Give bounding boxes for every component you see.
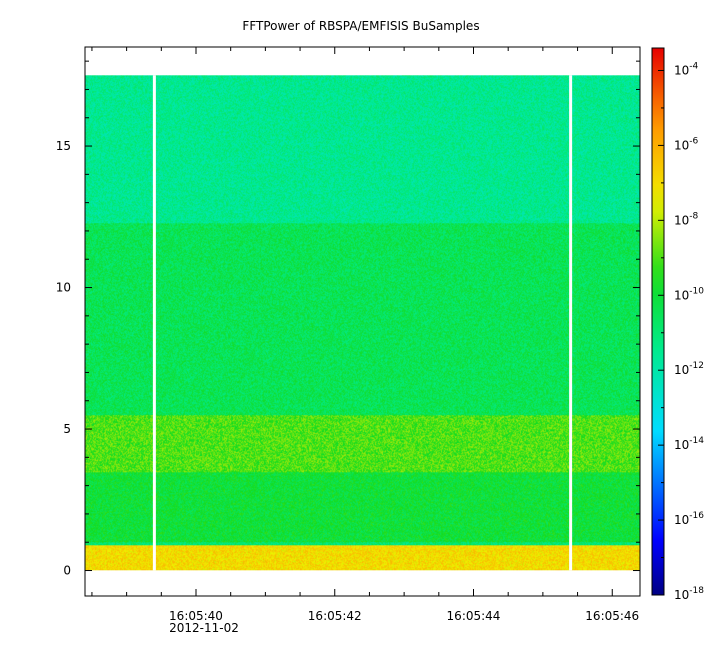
spectrogram-image [85,75,640,571]
y-tick-label: 15 [56,139,71,153]
chart-title: FFTPower of RBSPA/EMFISIS BuSamples [242,19,479,33]
x-tick-label: 16:05:44 [447,609,501,623]
x-tick-label: 16:05:42 [308,609,362,623]
colorbar-gradient [651,47,665,596]
colorbar-tick-label: 10-8 [674,211,699,227]
data-gap-0 [152,75,156,571]
y-tick-label: 0 [63,564,71,578]
y-axis: 0 5 10 15 [56,60,640,578]
x-axis: 16:05:40 16:05:42 16:05:44 16:05:46 [91,47,639,623]
x-date-label: 2012-11-02 [169,621,239,635]
colorbar-tick-label: 10-14 [674,436,704,452]
plot-frame [84,46,641,597]
colorbar: 10-4 10-6 10-8 10-10 10-12 10-14 10-16 10-18 [651,47,704,602]
colorbar-tick-label: 10-18 [674,586,704,602]
plot-area [84,46,641,597]
x-tick-label: 16:05:46 [585,609,639,623]
colorbar-tick-label: 10-6 [674,136,699,152]
colorbar-tick-label: 10-10 [674,286,704,302]
colorbar-tick-label: 10-16 [674,511,704,527]
y-tick-label: 5 [63,422,71,436]
y-tick-label: 10 [56,281,71,295]
colorbar-tick-label: 10-12 [674,361,704,377]
colorbar-tick-label: 10-4 [674,61,699,77]
data-gap-1 [569,75,573,571]
x-tick-label: 16:05:40 [169,609,223,623]
